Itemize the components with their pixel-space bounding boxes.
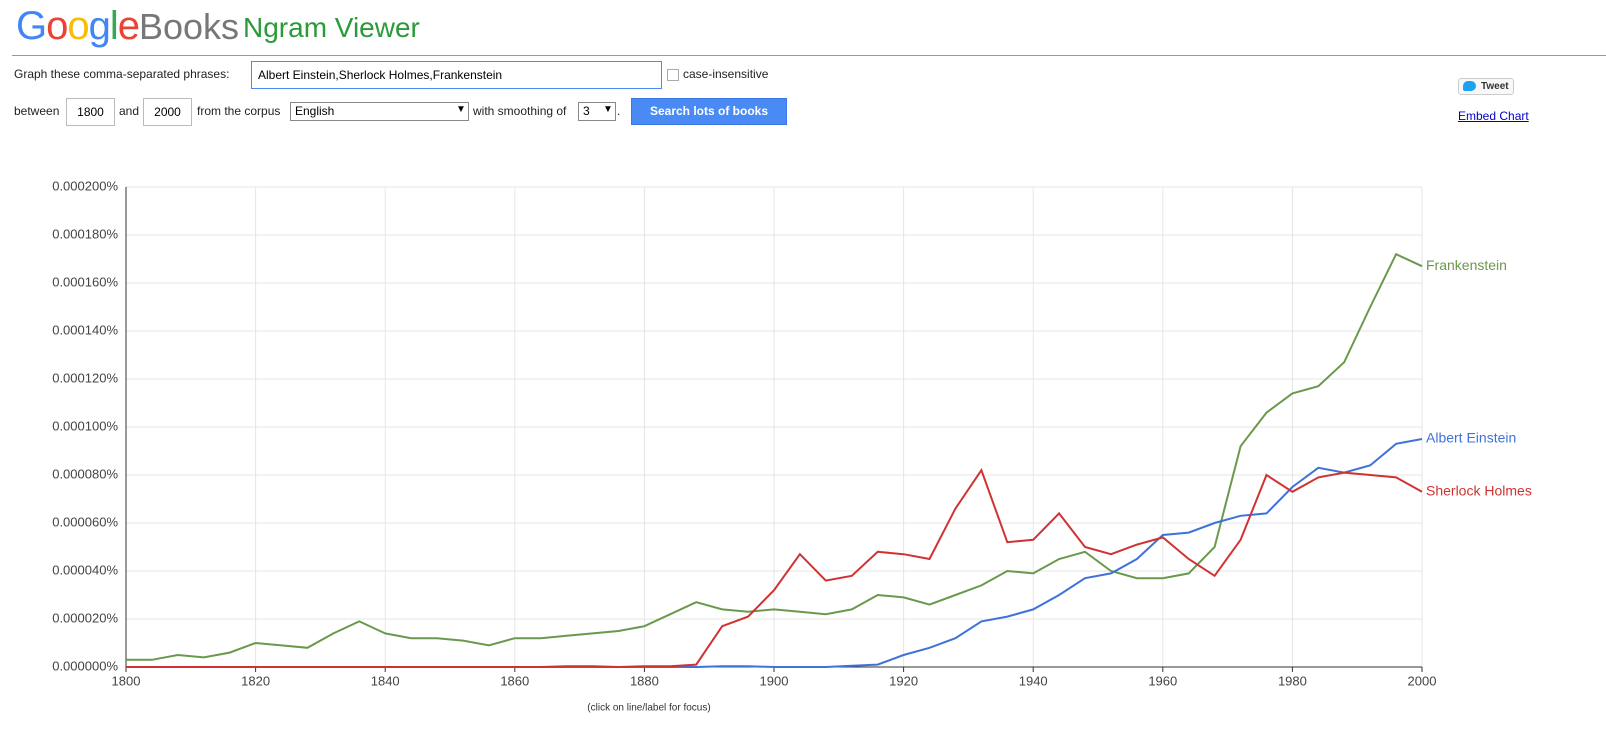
- x-tick-label: 1880: [630, 673, 659, 688]
- series-line: [126, 252, 1423, 661]
- between-label: between: [14, 104, 60, 118]
- and-label: and: [119, 104, 140, 118]
- logo-google: Google: [16, 4, 140, 48]
- header-rule: [12, 55, 1606, 56]
- y-tick-label: 0.000020%: [52, 610, 118, 625]
- y-tick-label: 0.000120%: [52, 370, 118, 385]
- phrases-label: Graph these comma-separated phrases:: [14, 67, 230, 81]
- tweet-label: Tweet: [1481, 81, 1509, 92]
- series-line: [126, 468, 1423, 669]
- search-button[interactable]: Search lots of books: [631, 98, 787, 125]
- series-label: Albert Einstein: [1426, 430, 1516, 446]
- x-tick-label: 1800: [112, 673, 141, 688]
- twitter-icon: [1463, 81, 1476, 91]
- y-tick-label: 0.000160%: [52, 274, 118, 289]
- smoothing-suffix: .: [617, 104, 621, 118]
- x-tick-label: 1940: [1019, 673, 1048, 688]
- x-tick-label: 1840: [371, 673, 400, 688]
- app-title: Ngram Viewer: [243, 12, 420, 43]
- dropdown-arrow: ▼: [456, 104, 466, 115]
- y-tick-label: 0.000040%: [52, 562, 118, 577]
- y-tick-label: 0.000180%: [52, 226, 118, 241]
- y-tick-label: 0.000200%: [52, 178, 118, 193]
- y-tick-label: 0.000000%: [52, 658, 118, 673]
- case-insensitive-label: case-insensitive: [683, 67, 769, 81]
- x-tick-label: 1860: [500, 673, 529, 688]
- y-tick-label: 0.000100%: [52, 418, 118, 433]
- series-label: Sherlock Holmes: [1426, 483, 1532, 499]
- y-tick-label: 0.000080%: [52, 466, 118, 481]
- checkbox[interactable]: [667, 69, 679, 81]
- x-tick-label: 1980: [1278, 673, 1307, 688]
- start-year-input[interactable]: 1800: [66, 98, 115, 126]
- x-tick-label: 1900: [760, 673, 789, 688]
- x-tick-label: 2000: [1408, 673, 1437, 688]
- chart-note: (click on line/label for focus): [587, 703, 710, 714]
- y-tick-label: 0.000140%: [52, 322, 118, 337]
- x-tick-label: 1920: [889, 673, 918, 688]
- phrases-input[interactable]: Albert Einstein,Sherlock Holmes,Frankens…: [251, 61, 662, 89]
- corpus-label: from the corpus: [197, 104, 281, 118]
- smoothing-select[interactable]: 3: [578, 102, 616, 121]
- x-tick-label: 1820: [241, 673, 270, 688]
- embed-link[interactable]: Embed Chart: [1458, 109, 1529, 123]
- end-year-input[interactable]: 2000: [143, 98, 192, 126]
- y-tick-label: 0.000060%: [52, 514, 118, 529]
- dropdown-arrow: ▼: [603, 104, 613, 115]
- smoothing-label: with smoothing of: [473, 104, 567, 118]
- logo-books: Books: [139, 6, 240, 47]
- corpus-select[interactable]: English: [290, 102, 469, 121]
- x-tick-label: 1960: [1148, 673, 1177, 688]
- series-label: Frankenstein: [1426, 257, 1507, 273]
